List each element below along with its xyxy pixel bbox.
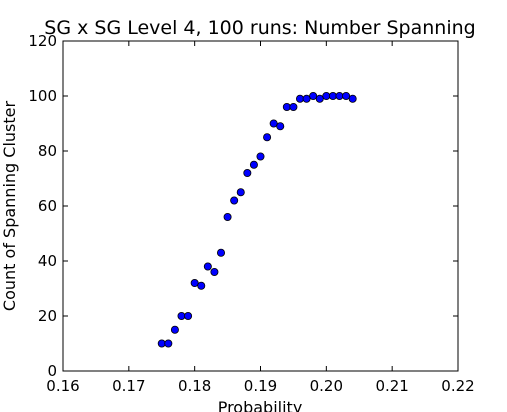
data-point	[197, 281, 206, 290]
y-tick-label: 120	[28, 32, 57, 50]
data-point	[170, 325, 179, 334]
data-point	[269, 119, 278, 128]
data-points	[157, 92, 357, 348]
y-axis-ticks: 0 20 40 60 80 100 120	[28, 32, 458, 380]
x-tick-label: 0.19	[244, 377, 277, 395]
x-tick-label: 0.18	[178, 377, 211, 395]
data-point	[243, 168, 252, 177]
data-point	[348, 94, 357, 103]
y-tick-label: 60	[38, 197, 57, 215]
x-tick-label: 0.17	[112, 377, 145, 395]
chart-title: SG x SG Level 4, 100 runs: Number Spanni…	[44, 17, 475, 39]
data-point	[289, 103, 298, 112]
data-point	[236, 188, 245, 197]
data-point	[315, 94, 324, 103]
plot-area-frame	[62, 40, 459, 372]
data-point	[263, 133, 272, 142]
y-tick-label: 100	[28, 87, 57, 105]
y-tick-label: 20	[38, 307, 57, 325]
data-point	[342, 92, 351, 101]
data-point	[276, 122, 285, 131]
data-point	[184, 311, 193, 320]
data-point	[335, 92, 344, 101]
data-point	[295, 94, 304, 103]
data-point	[322, 92, 331, 101]
data-point	[282, 103, 291, 112]
data-point	[249, 160, 258, 169]
x-tick-label: 0.22	[441, 377, 474, 395]
y-axis-label: Count of Spanning Cluster	[0, 101, 19, 312]
y-tick-label: 80	[38, 142, 57, 160]
data-point	[190, 278, 199, 287]
data-point	[256, 152, 265, 161]
data-point	[203, 262, 212, 271]
data-point	[230, 196, 239, 205]
y-tick-label: 40	[38, 252, 57, 270]
data-point	[309, 92, 318, 101]
x-tick-label: 0.20	[310, 377, 343, 395]
data-point	[210, 267, 219, 276]
x-axis-ticks: 0.16 0.17 0.18 0.19 0.20 0.21 0.22	[46, 41, 475, 395]
x-tick-label: 0.16	[46, 377, 79, 395]
data-point	[223, 212, 232, 221]
data-point	[328, 92, 337, 101]
data-point	[164, 339, 173, 348]
data-point	[216, 248, 225, 257]
data-point	[177, 311, 186, 320]
data-point	[302, 94, 311, 103]
x-tick-label: 0.21	[375, 377, 408, 395]
y-tick-label: 0	[47, 362, 57, 380]
x-axis-label: Probability	[218, 398, 303, 412]
data-point	[157, 339, 166, 348]
